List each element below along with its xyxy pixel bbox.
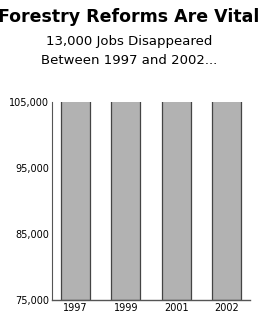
Bar <box>61 0 90 300</box>
Bar <box>162 0 191 300</box>
Text: Forestry Reforms Are Vital: Forestry Reforms Are Vital <box>0 8 258 26</box>
Text: 13,000 Jobs Disappeared
Between 1997 and 2002...: 13,000 Jobs Disappeared Between 1997 and… <box>41 35 217 67</box>
Bar <box>111 0 140 300</box>
Bar <box>212 0 241 300</box>
